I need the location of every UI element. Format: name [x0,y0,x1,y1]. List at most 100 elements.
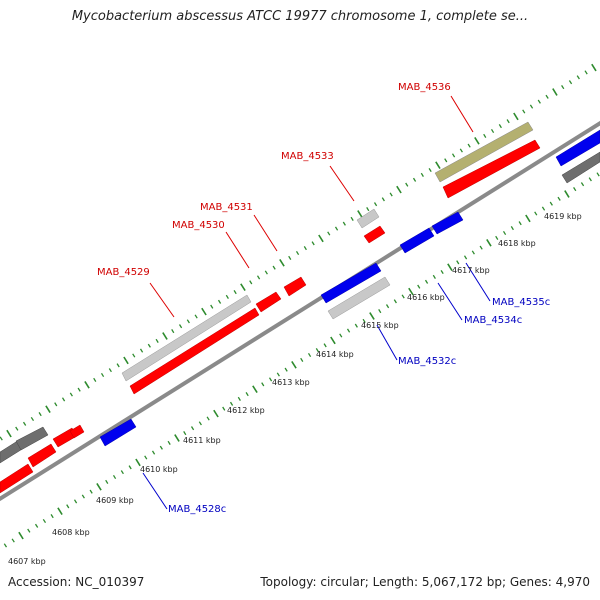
gene-arrow-mab-4534c[interactable] [399,227,435,254]
upper-scale-tick [303,246,307,251]
upper-scale-tick [483,133,487,138]
lower-scale-tick [596,172,600,177]
lower-scale-tick [183,431,187,436]
upper-scale-tick [38,412,42,417]
lower-scale-tick [206,416,210,421]
upper-scale-tick [591,63,597,72]
gene-arrow-left-red-3[interactable] [69,424,85,439]
gene-label-mab-4533[interactable]: MAB_4533 [281,151,334,162]
lower-scale-tick [346,328,351,333]
chromosome-backbone [0,120,600,502]
gene-arrow-mab-4530[interactable] [255,291,282,313]
upper-scale-tick [108,368,112,373]
lower-scale-tick [229,401,234,406]
lower-scale-tick [557,196,561,201]
lower-scale-tick [81,494,85,499]
lower-scale-tick [213,409,219,418]
gene-block-mab-4536-olive[interactable] [434,121,534,183]
gene-arrow-mab-4531[interactable] [283,276,307,297]
gene-block-left-dark-2[interactable] [15,426,49,451]
upper-scale-tick [357,210,363,218]
upper-scale-tick [217,299,222,304]
upper-scale-tick [545,94,549,99]
gene-arrow-mab-4535c[interactable] [431,211,464,235]
gene-block-mab-4532c-gray[interactable] [327,276,391,320]
upper-scale-tick [561,85,565,90]
lower-scale-tick [307,352,312,358]
upper-scale-tick [45,405,51,414]
gene-label-mab-4530[interactable]: MAB_4530 [172,220,225,231]
upper-scale-tick [225,294,229,299]
upper-scale-tick [513,112,519,121]
gene-arrow-right-blue[interactable] [555,129,600,167]
upper-scale-tick [350,216,354,221]
upper-scale-tick [264,270,268,275]
gene-arrow-left-red-1[interactable] [27,443,57,468]
lower-scale-tick [96,482,102,491]
gene-arrow-mab-4532c-blue[interactable] [320,262,382,304]
upper-scale-tick [84,380,90,389]
upper-scale-tick [100,372,105,378]
gene-arrow-mab-4533[interactable] [363,225,386,244]
lower-scale-tick [354,323,358,328]
upper-scale-tick [15,426,19,431]
gene-arrow-mab-4528c[interactable] [99,418,137,447]
lower-scale-tick [159,445,163,450]
features [0,121,600,494]
gene-arrow-right-red[interactable] [0,463,34,494]
tick-label-4610: 4610 kbp [140,465,178,474]
upper-scale-tick [381,197,385,202]
lower-scale-tick [588,177,592,182]
gene-block-right-dark[interactable] [561,151,600,184]
lower-scale-tick [42,518,47,524]
tick-label-4618: 4618 kbp [498,239,536,248]
upper-scale-tick [474,136,480,145]
gene-label-mab-4531[interactable]: MAB_4531 [200,202,253,213]
gene-label-mab-4534c[interactable]: MAB_4534c [464,315,522,326]
lower-scale-tick [237,396,241,401]
lower-scale-tick [518,221,522,226]
gene-label-mab-4532c[interactable]: MAB_4532c [398,356,456,367]
lower-scale-tick [27,528,31,533]
upper-scale-tick [123,356,129,365]
gene-arrow-mab-4529[interactable] [129,307,260,395]
gene-label-mab-4528c[interactable]: MAB_4528c [168,504,226,515]
tick-label-4613: 4613 kbp [272,378,310,387]
gene-label-mab-4535c[interactable]: MAB_4535c [492,297,550,308]
lower-scale-tick [120,470,124,475]
lower-scale-tick [401,294,405,299]
accession-text: Accession: NC_010397 [8,575,145,589]
upper-scale-tick [178,324,183,329]
upper-scale-tick [30,416,35,422]
lower-scale-tick [268,377,273,382]
upper-scale-tick [584,70,588,75]
gene-label-mab-4536[interactable]: MAB_4536 [398,82,451,93]
lower-scale-tick [73,499,78,504]
upper-scale-tick [240,283,246,292]
lower-scale-tick [385,304,390,309]
lower-scale-tick [34,523,39,528]
gene-label-mab-4529[interactable]: MAB_4529 [97,267,150,278]
gene-arrow-mab-4536[interactable] [442,139,541,199]
upper-scale-tick [389,192,393,197]
upper-scale-tick [366,207,370,212]
lower-scale-tick [573,187,577,192]
lower-scale-tick [261,382,265,387]
tick-label-4617: 4617 kbp [452,266,490,275]
lower-scale-tick [291,360,297,369]
upper-scale-tick [6,429,12,438]
upper-scale-tick [327,231,331,236]
gene-block-mab-4533-gray[interactable] [356,208,380,229]
upper-scale-tick [0,436,3,441]
lower-scale-tick [144,455,148,460]
upper-scale-tick [69,392,73,397]
upper-scale-tick [420,172,424,177]
lower-scale-tick [479,245,483,250]
upper-scale-tick [139,348,144,353]
lower-scale-tick [222,406,226,411]
gene-block-mab-4529-gray[interactable] [121,294,252,382]
lower-scale-tick [18,531,24,540]
lower-scale-tick [323,343,327,348]
upper-scale-tick [412,177,417,182]
